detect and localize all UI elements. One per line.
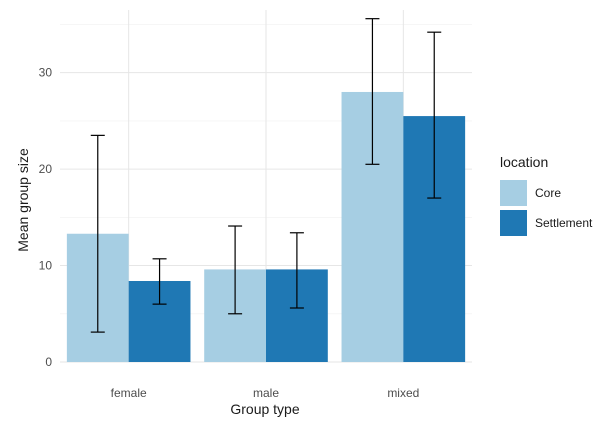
y-axis-ticks: 0 10 20 30 xyxy=(39,66,53,369)
x-tick-label: mixed xyxy=(387,386,419,400)
y-tick-label: 10 xyxy=(39,259,53,273)
x-axis-title: Group type xyxy=(230,401,299,417)
y-tick-label: 30 xyxy=(39,66,53,80)
legend-label: Core xyxy=(535,186,561,200)
x-tick-label: female xyxy=(111,386,147,400)
x-tick-label: male xyxy=(253,386,279,400)
legend-swatch xyxy=(500,210,527,236)
y-tick-label: 0 xyxy=(45,355,52,369)
x-axis-ticks: female male mixed xyxy=(111,386,420,400)
legend-title: location xyxy=(500,154,548,170)
legend-items: Core Settlement xyxy=(500,180,593,236)
legend: location Core Settlement xyxy=(500,154,593,236)
legend-label: Settlement xyxy=(535,216,593,230)
error-bars xyxy=(90,18,442,333)
y-tick-label: 20 xyxy=(39,162,53,176)
y-axis-title: Mean group size xyxy=(15,148,31,252)
legend-swatch xyxy=(500,180,527,206)
